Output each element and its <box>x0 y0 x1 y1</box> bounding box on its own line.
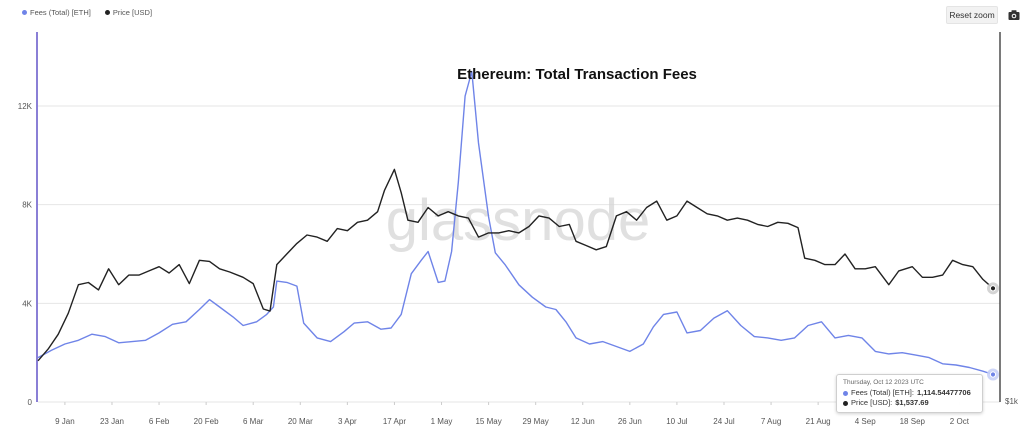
series-layer <box>37 70 994 376</box>
series-line-price <box>37 168 994 362</box>
tooltip-dot-price <box>843 400 848 406</box>
hover-marker-fees <box>989 371 997 378</box>
tooltip-date: Thursday, Oct 12 2023 UTC <box>843 379 924 386</box>
tooltip-dot-fees <box>843 390 848 396</box>
x-tick-label: 2 Oct <box>950 417 970 426</box>
y-axis-right-tick-label: $1k <box>1005 397 1019 406</box>
x-tick-label: 29 May <box>523 417 549 426</box>
tooltip: Thursday, Oct 12 2023 UTC Fees (Total) [… <box>836 374 983 413</box>
legend-label-fees: Fees (Total) [ETH] <box>30 8 91 17</box>
x-tick-label: 23 Jan <box>100 417 124 426</box>
x-tick-label: 6 Feb <box>149 417 170 426</box>
x-tick-label: 1 May <box>431 417 453 426</box>
camera-icon[interactable] <box>1008 8 1020 20</box>
x-tick-label: 6 Mar <box>243 417 264 426</box>
hover-markers <box>987 282 999 381</box>
legend-dot-price <box>104 10 110 15</box>
tooltip-row-price: Price [USD]: $1,537.69 <box>843 398 976 408</box>
y-tick-label: 8K <box>22 201 32 210</box>
reset-zoom-button[interactable]: Reset zoom <box>946 6 998 24</box>
plot-left-border <box>36 32 38 402</box>
x-axis-ticks: 9 Jan 23 Jan 6 Feb 20 Feb 6 Mar 20 Mar 3 Apr 17… <box>55 402 970 426</box>
x-tick-label: 21 Aug <box>806 417 831 426</box>
x-tick-label: 15 May <box>475 417 501 426</box>
legend-label-price: Price [USD] <box>112 8 153 17</box>
legend-item-fees[interactable]: Fees (Total) [ETH] <box>22 8 91 17</box>
legend-item-price[interactable]: Price [USD] <box>104 8 153 17</box>
x-tick-label: 9 Jan <box>55 417 75 426</box>
y-tick-label: 0 <box>28 398 33 407</box>
tooltip-row-fees: Fees (Total) [ETH]: 1,114.54477706 <box>843 388 976 398</box>
watermark: glassnode <box>386 188 650 253</box>
series-line-fees <box>37 70 994 376</box>
x-tick-label: 4 Sep <box>855 417 876 426</box>
x-tick-label: 20 Feb <box>194 417 219 426</box>
tooltip-price-label: Price [USD]: <box>851 398 893 407</box>
x-tick-label: 17 Apr <box>383 417 406 426</box>
x-tick-label: 26 Jun <box>618 417 642 426</box>
x-tick-label: 12 Jun <box>571 417 595 426</box>
y-axis-left-ticks: 0 4K 8K 12K <box>18 102 33 407</box>
tooltip-price-value: $1,537.69 <box>895 398 929 407</box>
legend: Fees (Total) [ETH] Price [USD] <box>22 8 152 17</box>
tooltip-fees-label: Fees (Total) [ETH]: <box>851 388 914 397</box>
x-tick-label: 7 Aug <box>761 417 781 426</box>
y-tick-label: 4K <box>22 299 32 308</box>
y-tick-label: 12K <box>18 102 33 111</box>
x-tick-label: 3 Apr <box>338 417 357 426</box>
x-tick-label: 10 Jul <box>666 417 688 426</box>
x-tick-label: 24 Jul <box>713 417 735 426</box>
grid-lines <box>38 105 1000 403</box>
x-tick-label: 18 Sep <box>900 417 926 426</box>
x-tick-label: 20 Mar <box>288 417 313 426</box>
tooltip-fees-value: 1,114.54477706 <box>916 388 971 397</box>
hover-marker-price <box>989 285 997 292</box>
camera-icon-shape <box>1008 10 1020 20</box>
legend-dot-fees <box>22 10 27 15</box>
chart-title: Ethereum: Total Transaction Fees <box>457 66 697 83</box>
